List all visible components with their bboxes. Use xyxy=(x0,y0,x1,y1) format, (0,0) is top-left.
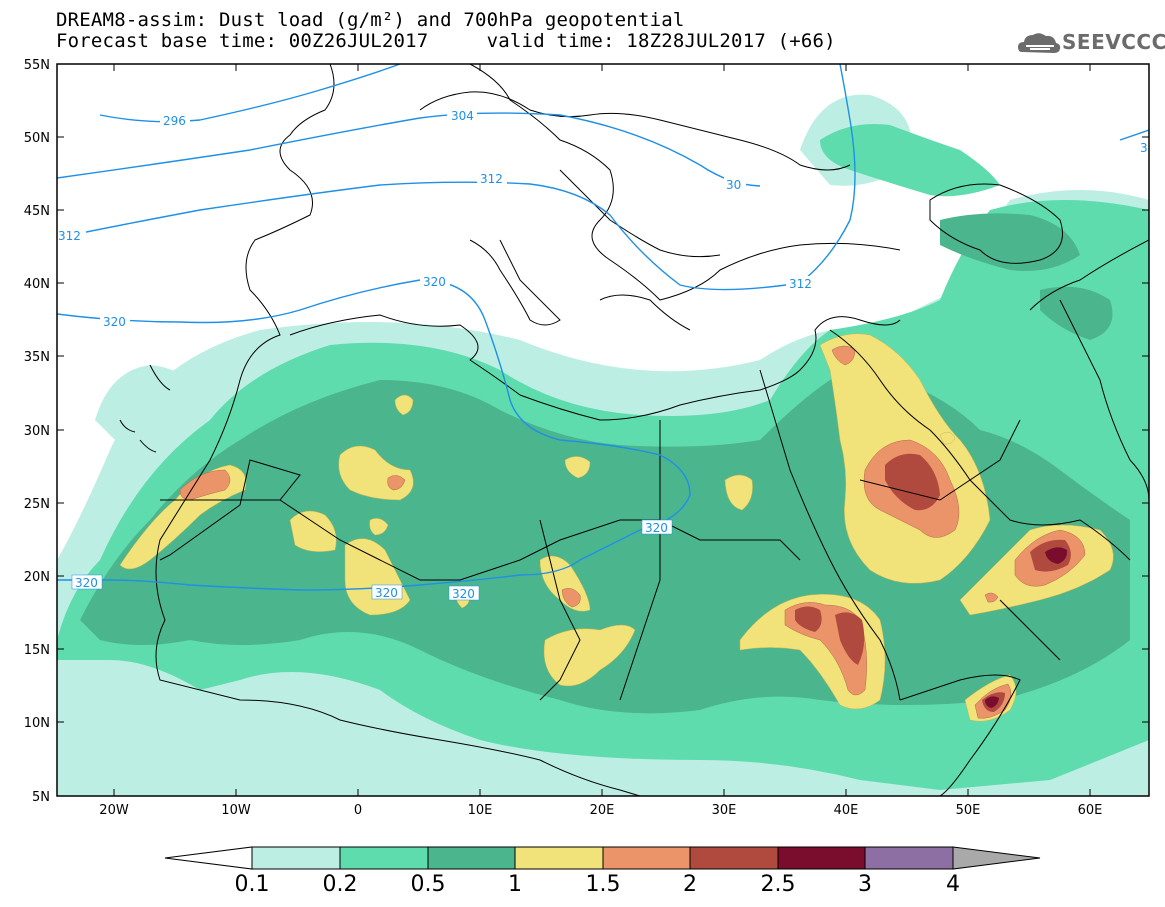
lat-label: 10N xyxy=(24,716,50,731)
lon-label: 50E xyxy=(956,803,981,818)
latitude-labels: 55N 50N 45N 40N 35N 30N 25N 20N 15N 10N … xyxy=(24,58,50,805)
coastlines xyxy=(119,64,1149,796)
colorbar-swatch xyxy=(864,846,954,870)
contour-label-312-west: 312 xyxy=(58,229,81,243)
colorbar-swatch xyxy=(427,846,516,870)
lon-label: 60E xyxy=(1078,803,1103,818)
contour-label-304: 304 xyxy=(451,109,474,123)
colorbar-swatch xyxy=(689,846,779,870)
colorbar-swatch xyxy=(339,846,429,870)
lat-label: 20N xyxy=(24,570,50,585)
colorbar-swatch xyxy=(777,846,866,870)
lat-label: 5N xyxy=(32,790,50,805)
map-title-line-1: DREAM8-assim: Dust load (g/m²) and 700hP… xyxy=(56,9,685,31)
cloud-logo-icon xyxy=(1018,33,1061,53)
colorbar-label: 0.5 xyxy=(410,872,446,897)
contour-label-320-africa-a: 320 xyxy=(645,521,668,535)
lat-label: 45N xyxy=(24,204,50,219)
lat-label: 35N xyxy=(24,350,50,365)
lat-label: 50N xyxy=(24,131,50,146)
contour-label-group: 296 304 312 312 30 312 320 320 320 320 3… xyxy=(56,108,1148,601)
lon-label: 10E xyxy=(468,803,493,818)
colorbar-swatch xyxy=(251,846,341,870)
lon-label: 40E xyxy=(834,803,859,818)
map-title-line-2: Forecast base time: 00Z26JUL2017 valid t… xyxy=(56,30,836,52)
lon-label: 0 xyxy=(354,803,362,818)
colorbar-label: 2.5 xyxy=(760,872,796,897)
contour-label-320-north: 320 xyxy=(423,275,446,289)
contour-label-320-africa-c: 320 xyxy=(452,587,475,601)
lat-label: 15N xyxy=(24,643,50,658)
colorbar-right-tail xyxy=(952,846,1041,870)
contour-label-320-africa-b: 320 xyxy=(375,586,398,600)
colorbar-label: 3 xyxy=(858,872,872,897)
logo-text: SEEVCCC xyxy=(1062,30,1165,54)
lon-label: 20W xyxy=(99,803,129,818)
lat-label: 40N xyxy=(24,277,50,292)
colorbar-label: 2 xyxy=(683,872,697,897)
contour-label-3-edge: 3 xyxy=(1140,141,1148,155)
colorbar-label: 4 xyxy=(946,872,960,897)
colorbar xyxy=(164,846,1041,870)
lat-label: 30N xyxy=(24,424,50,439)
contour-label-296: 296 xyxy=(163,114,186,128)
colorbar-label: 0.1 xyxy=(234,872,270,897)
contour-label-312-east: 312 xyxy=(789,277,812,291)
dust-field xyxy=(57,94,1149,796)
lon-label: 30E xyxy=(712,803,737,818)
contour-label-312-central: 312 xyxy=(480,172,503,186)
contour-label-320-left: 320 xyxy=(75,576,98,590)
colorbar-left-tail xyxy=(164,846,253,870)
colorbar-label: 1.5 xyxy=(585,872,621,897)
contour-label-304-east: 30 xyxy=(726,178,741,192)
lat-label: 25N xyxy=(24,497,50,512)
lon-label: 10W xyxy=(221,803,251,818)
colorbar-swatch xyxy=(602,846,691,870)
colorbar-swatch xyxy=(514,846,604,870)
contour-label-320-west: 320 xyxy=(103,315,126,329)
colorbar-label: 0.2 xyxy=(322,872,358,897)
lon-label: 20E xyxy=(590,803,615,818)
colorbar-label: 1 xyxy=(508,872,522,897)
longitude-labels: 20W 10W 0 10E 20E 30E 40E 50E 60E xyxy=(99,803,1102,818)
lat-label: 55N xyxy=(24,58,50,73)
axis-ticks xyxy=(57,63,1149,797)
